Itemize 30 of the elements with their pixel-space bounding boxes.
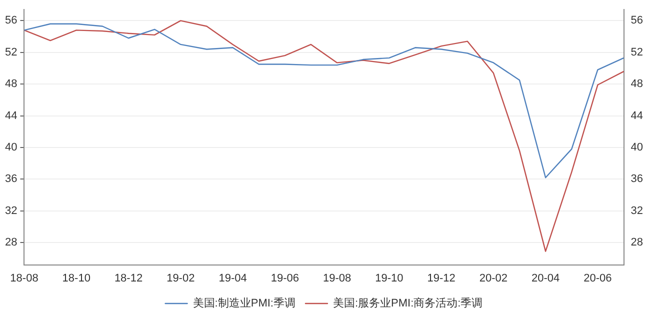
x-tick-label: 18-08	[10, 272, 38, 284]
x-tick-label: 19-08	[322, 272, 352, 284]
y2-tick-label: 44	[630, 110, 644, 122]
y2-tick-label: 40	[630, 142, 644, 154]
y2-tick-label: 52	[630, 46, 644, 58]
x-tick-label: 20-04	[531, 272, 560, 284]
x-tick-label: 20-02	[479, 272, 508, 284]
x-tick-label: 19-06	[270, 272, 299, 284]
y2-tick-label: 36	[630, 173, 644, 186]
y-tick-label: 32	[4, 204, 18, 217]
y2-tick-label: 28	[630, 236, 644, 249]
legend-label: 美国:制造业PMI:季调	[192, 296, 296, 310]
x-tick-label: 18-10	[62, 272, 90, 284]
x-tick-label: 20-06	[584, 272, 612, 284]
y-tick-label: 52	[4, 46, 18, 58]
x-tick-label: 19-02	[166, 272, 195, 284]
x-tick-label: 19-10	[375, 272, 404, 284]
y-tick-label: 56	[4, 14, 18, 27]
x-tick-label: 18-12	[114, 272, 143, 284]
legend-label: 美国:服务业PMI:商务活动:季调	[332, 296, 483, 310]
y2-tick-label: 56	[630, 14, 644, 27]
y2-tick-label: 32	[630, 204, 644, 217]
y2-tick-label: 48	[630, 78, 644, 90]
y-tick-label: 36	[4, 173, 18, 186]
x-tick-label: 19-04	[218, 272, 247, 284]
y-tick-label: 28	[4, 236, 18, 249]
y-tick-label: 44	[4, 110, 18, 122]
y-tick-label: 40	[4, 142, 18, 154]
y-tick-label: 48	[4, 78, 18, 90]
x-tick-label: 19-12	[427, 272, 456, 284]
